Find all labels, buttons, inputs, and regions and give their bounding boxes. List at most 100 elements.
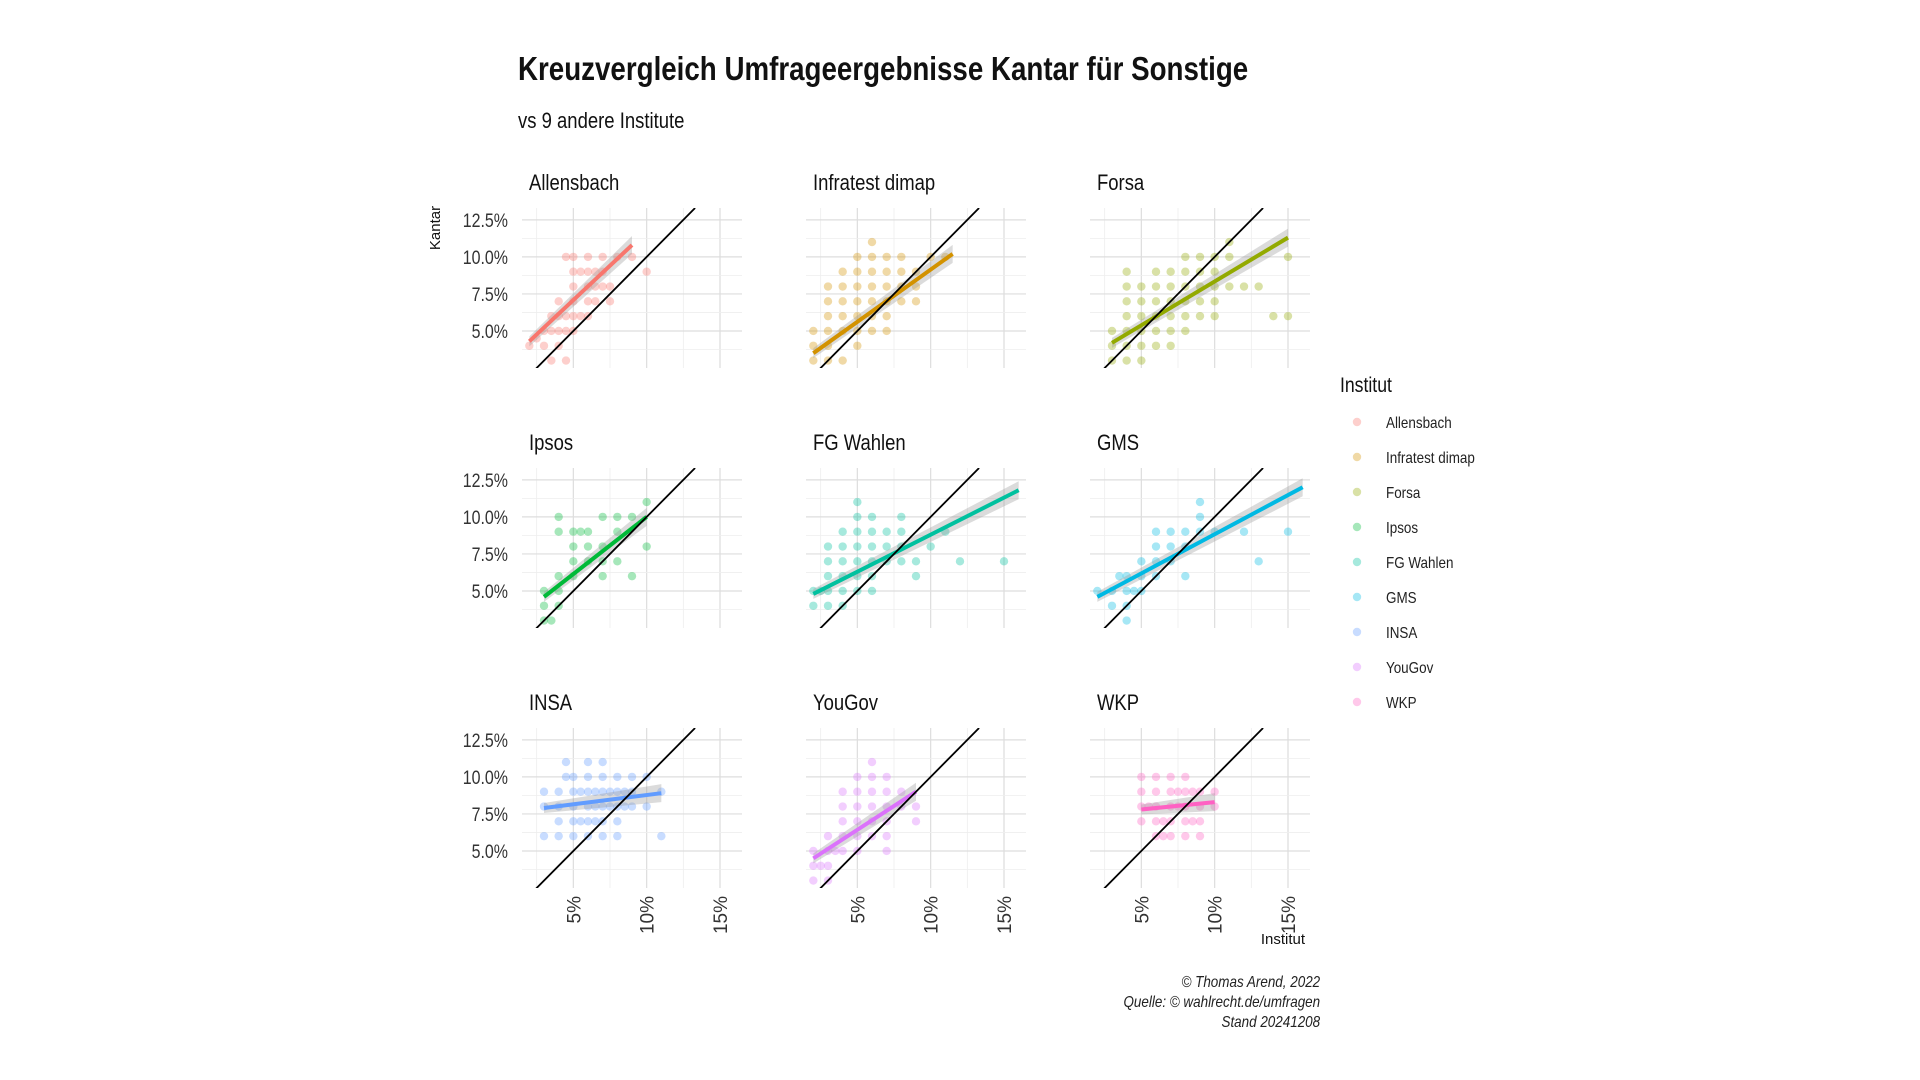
data-point — [838, 311, 847, 321]
data-point — [867, 757, 877, 767]
data-point — [867, 282, 877, 291]
data-point — [882, 772, 891, 782]
regression-line — [1096, 485, 1304, 599]
x-tick-label: 5% — [564, 896, 585, 924]
data-point — [539, 787, 549, 796]
data-point — [1210, 802, 1219, 811]
data-point — [561, 326, 571, 336]
data-point — [853, 497, 862, 507]
data-point — [576, 787, 585, 796]
data-point — [1283, 311, 1293, 321]
data-point — [583, 527, 593, 536]
x-tick-label: 10% — [1206, 896, 1227, 934]
data-point — [853, 252, 862, 262]
data-point — [853, 817, 862, 826]
y-tick-label: 7.5% — [472, 804, 508, 826]
facet-title: Infratest dimap — [813, 172, 935, 196]
panel-content — [1093, 468, 1304, 628]
data-point — [882, 282, 891, 291]
data-point — [853, 341, 862, 350]
regression-line — [1141, 800, 1215, 812]
facet-panel-wkp — [1090, 728, 1310, 888]
reference-line — [1103, 728, 1264, 888]
panel-content — [809, 728, 980, 888]
legend-key — [1352, 592, 1362, 602]
reference-line — [1103, 468, 1264, 628]
regression-line — [812, 790, 918, 861]
legend-label: Infratest dimap — [1386, 450, 1475, 467]
data-point — [809, 601, 818, 610]
data-point — [823, 557, 833, 566]
data-point — [583, 772, 593, 782]
x-tick-label: 15% — [995, 896, 1016, 934]
data-point — [911, 571, 921, 581]
data-point — [554, 831, 563, 841]
data-point — [605, 787, 615, 796]
data-point — [627, 772, 637, 782]
data-point — [838, 527, 847, 536]
data-point — [823, 282, 833, 291]
data-point — [1166, 326, 1175, 336]
data-point — [613, 817, 622, 826]
data-point — [598, 772, 607, 782]
data-point — [591, 282, 600, 291]
data-point — [627, 571, 637, 581]
data-point — [809, 876, 818, 885]
data-point — [642, 802, 651, 811]
data-point — [838, 267, 847, 276]
data-point — [999, 557, 1009, 566]
data-point — [539, 831, 549, 841]
data-point — [1210, 297, 1219, 306]
data-point — [547, 616, 556, 625]
data-point — [569, 772, 578, 782]
chart-subtitle: vs 9 andere Institute — [518, 108, 685, 133]
data-point — [853, 282, 862, 291]
data-point — [1181, 831, 1190, 841]
data-point — [613, 772, 622, 782]
legend-key — [1352, 522, 1362, 532]
data-point — [897, 787, 906, 796]
data-point — [1137, 311, 1146, 321]
data-point — [853, 512, 862, 522]
data-point — [882, 252, 891, 262]
legend-label: YouGov — [1386, 660, 1434, 677]
data-point — [569, 542, 578, 551]
data-point — [1166, 282, 1175, 291]
data-point — [1181, 267, 1190, 276]
data-point — [620, 802, 629, 811]
data-point — [1159, 817, 1168, 826]
data-point — [867, 542, 877, 551]
data-point — [1122, 356, 1131, 365]
data-point — [561, 252, 571, 262]
legend-label: FG Wahlen — [1386, 555, 1453, 572]
data-point — [867, 527, 877, 536]
data-point — [1181, 311, 1190, 321]
facet-title: FG Wahlen — [813, 432, 906, 456]
data-point — [1122, 616, 1131, 625]
y-tick-label: 10.0% — [463, 507, 508, 529]
data-point — [1195, 497, 1205, 507]
data-point — [539, 601, 549, 610]
data-point — [1188, 817, 1197, 826]
data-point — [897, 252, 906, 262]
data-point — [1195, 831, 1205, 841]
facet-title: YouGov — [813, 692, 879, 716]
data-point — [1122, 586, 1131, 596]
facet-panel-forsa — [1090, 208, 1310, 368]
data-point — [561, 757, 571, 767]
data-point — [554, 817, 563, 826]
data-point — [823, 311, 833, 321]
data-point — [1137, 787, 1146, 796]
facet-title: Allensbach — [529, 172, 619, 196]
data-point — [882, 326, 891, 336]
data-point — [1210, 311, 1219, 321]
data-point — [1137, 772, 1146, 782]
data-point — [882, 846, 891, 856]
data-point — [1137, 341, 1146, 350]
data-point — [547, 356, 556, 365]
data-point — [1173, 787, 1183, 796]
data-point — [1195, 512, 1205, 522]
data-point — [882, 787, 891, 796]
data-point — [598, 802, 607, 811]
regression-line — [1110, 235, 1290, 345]
